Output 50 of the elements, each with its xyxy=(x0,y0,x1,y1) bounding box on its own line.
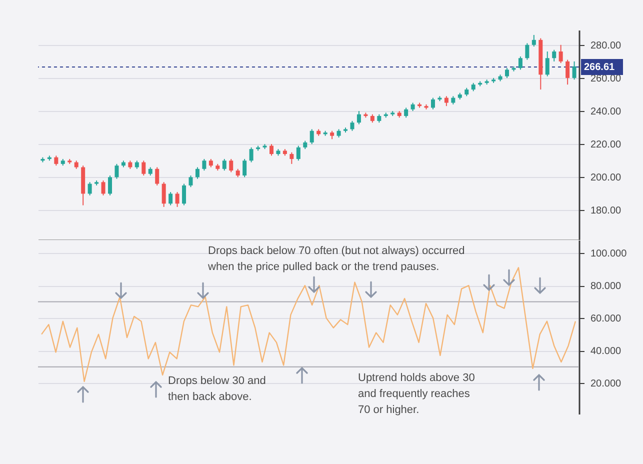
candlestick xyxy=(444,96,448,107)
candlestick xyxy=(195,166,200,180)
candlestick xyxy=(350,120,354,132)
candlestick xyxy=(54,155,58,166)
ref-line-label: 266.61 xyxy=(584,62,616,74)
y-tick-label: 180.00 xyxy=(590,206,622,217)
y-tick-label: 80.000 xyxy=(590,281,622,292)
candlestick xyxy=(168,192,173,206)
candlestick xyxy=(532,34,536,48)
candlestick xyxy=(202,158,206,172)
candlestick xyxy=(249,146,254,163)
candlestick xyxy=(525,42,530,60)
candlestick xyxy=(505,68,509,78)
candlestick xyxy=(296,145,300,162)
candlestick xyxy=(572,60,576,80)
candlestick xyxy=(290,152,294,164)
candlestick xyxy=(101,180,106,196)
y-tick-label: 100.000 xyxy=(590,248,628,260)
y-tick-label: 240.00 xyxy=(590,106,622,118)
candlestick xyxy=(162,182,166,208)
annotation: Drops back below 70 often (but not always) occurred when the price pulled back or the trend pauses. xyxy=(207,245,465,273)
y-tick-label: 60.000 xyxy=(590,314,622,325)
candlestick xyxy=(175,192,180,208)
y-tick-label: 220.00 xyxy=(590,140,622,151)
candlestick xyxy=(430,97,435,110)
candlestick xyxy=(142,160,146,176)
candlestick xyxy=(566,59,570,86)
candlestick xyxy=(188,175,193,188)
candlestick xyxy=(552,49,556,62)
candlestick xyxy=(222,158,226,172)
candlestick xyxy=(242,158,247,178)
candlestick xyxy=(88,182,92,196)
candlestick xyxy=(310,128,314,145)
annotation: Drops below 30 and then back above. xyxy=(168,375,266,403)
candlestick xyxy=(558,44,563,64)
y-tick-label: 20.000 xyxy=(590,378,622,390)
candlestick xyxy=(356,110,361,125)
candlestick xyxy=(518,56,522,70)
annotation: Uptrend holds above 30 and frequently reaches 70 or higher. xyxy=(358,372,475,416)
candlestick xyxy=(269,144,274,156)
candlestick xyxy=(108,175,112,196)
y-tick-label: 280.00 xyxy=(590,40,622,52)
candlestick xyxy=(229,158,234,173)
candlestick xyxy=(114,163,119,180)
candlestick xyxy=(545,50,550,77)
candlestick xyxy=(182,183,186,206)
candlestick xyxy=(404,107,408,118)
y-tick-label: 40.000 xyxy=(590,346,622,358)
candlestick xyxy=(155,166,160,186)
y-tick-label: 200.00 xyxy=(590,172,622,184)
